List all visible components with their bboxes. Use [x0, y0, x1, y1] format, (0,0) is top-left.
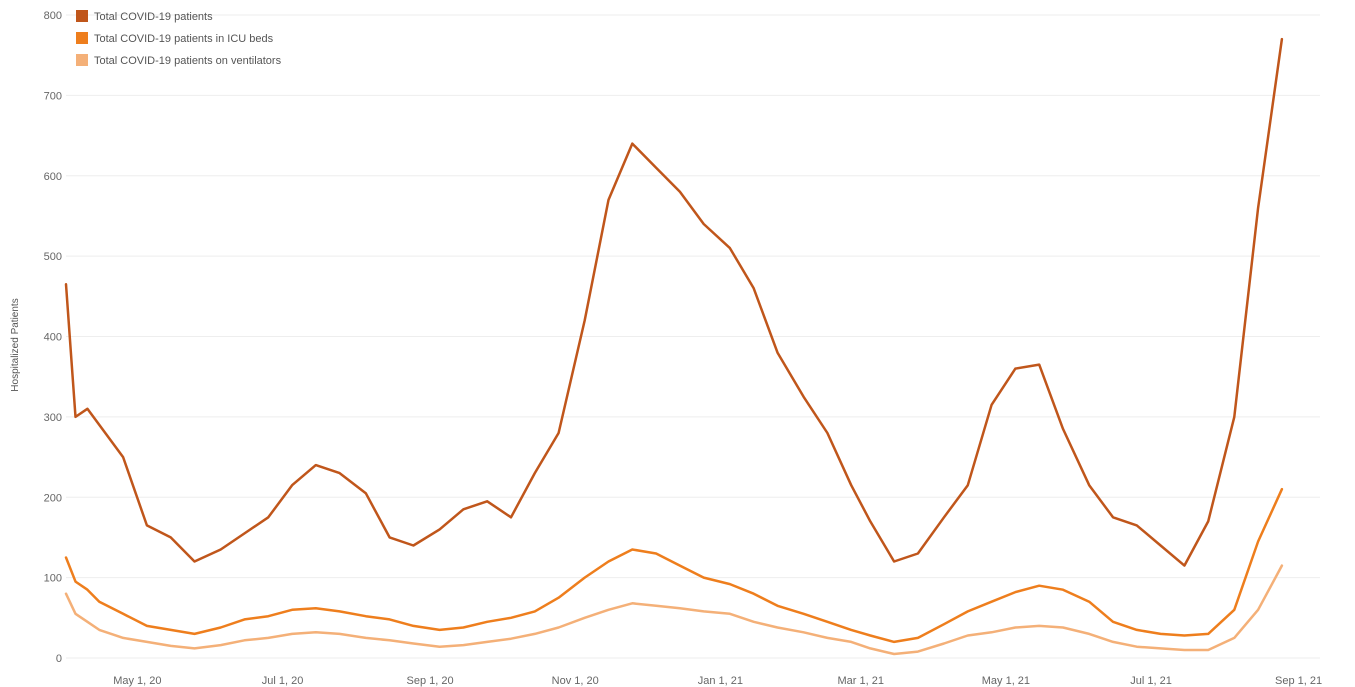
y-tick-label: 400 [44, 332, 62, 344]
x-tick-label: Nov 1, 20 [552, 675, 599, 687]
gridlines [66, 14, 1320, 659]
x-tick-label: Jul 1, 21 [1130, 675, 1172, 687]
series-lines [64, 37, 1284, 656]
y-tick-label: 100 [44, 573, 62, 585]
legend-label: Total COVID-19 patients [94, 11, 213, 23]
y-tick-label: 600 [44, 171, 62, 183]
legend-label: Total COVID-19 patients on ventilators [94, 55, 282, 67]
x-tick-label: Sep 1, 20 [407, 675, 454, 687]
y-tick-label: 200 [44, 492, 62, 504]
series-line-2 [64, 487, 1284, 644]
x-tick-label: May 1, 20 [113, 675, 161, 687]
series-line-3 [64, 564, 1284, 656]
x-axis-ticks: May 1, 20 Jul 1, 20 Sep 1, 20 Nov 1, 20 Jan … [113, 675, 1322, 687]
y-tick-label: 700 [44, 90, 62, 102]
x-tick-label: Mar 1, 21 [838, 675, 884, 687]
y-axis-label: Hospitalized Patients [10, 298, 21, 391]
legend-label: Total COVID-19 patients in ICU beds [94, 33, 274, 45]
legend-swatch [76, 32, 88, 44]
legend: Total COVID-19 patients Total COVID-19 pa… [76, 10, 282, 67]
y-tick-label: 500 [44, 251, 62, 263]
x-tick-label: Jan 1, 21 [698, 675, 743, 687]
y-tick-label: 300 [44, 412, 62, 424]
y-tick-label: 800 [44, 10, 62, 22]
series-line-1 [64, 37, 1284, 567]
legend-swatch [76, 54, 88, 66]
y-axis-ticks: 0 100 200 300 400 500 600 700 800 [44, 10, 62, 665]
x-tick-label: Sep 1, 21 [1275, 675, 1322, 687]
x-tick-label: Jul 1, 20 [262, 675, 304, 687]
legend-swatch [76, 10, 88, 22]
y-tick-label: 0 [56, 653, 62, 665]
x-tick-label: May 1, 21 [982, 675, 1030, 687]
